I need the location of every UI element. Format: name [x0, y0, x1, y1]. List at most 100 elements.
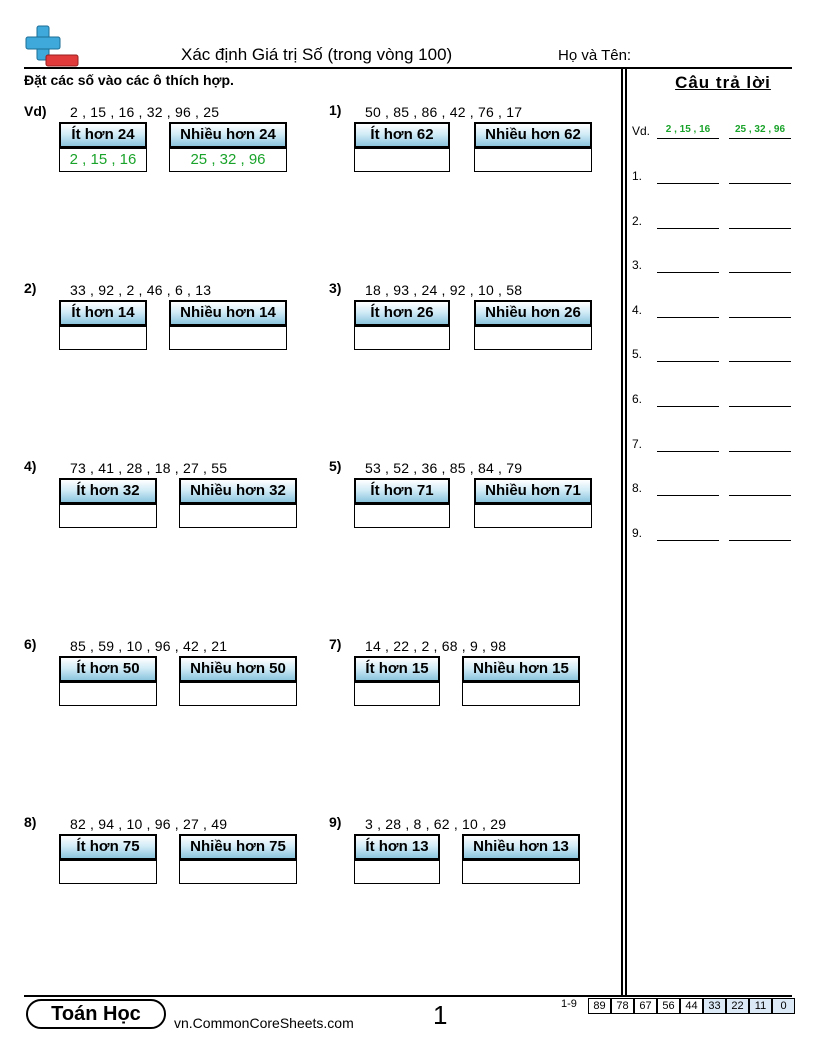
- number-list: 14 , 22 , 2 , 68 , 9 , 98: [365, 638, 507, 654]
- number-list: 18 , 93 , 24 , 92 , 10 , 58: [365, 282, 523, 298]
- less-than-header: Ít hơn 62: [354, 122, 450, 148]
- more-than-answer-box[interactable]: [179, 860, 297, 884]
- score-cell: 78: [611, 998, 634, 1014]
- answer-line-more[interactable]: [729, 317, 791, 318]
- more-than-header: Nhiều hơn 26: [474, 300, 592, 326]
- score-cell: 11: [749, 998, 772, 1014]
- more-than-header: Nhiều hơn 32: [179, 478, 297, 504]
- more-than-answer-box[interactable]: 25 , 32 , 96: [169, 148, 287, 172]
- brand-badge: Toán Học: [26, 999, 166, 1029]
- score-cell: 56: [657, 998, 680, 1014]
- footer-divider: [24, 995, 792, 997]
- number-list: 33 , 92 , 2 , 46 , 6 , 13: [70, 282, 212, 298]
- less-than-header: Ít hơn 75: [59, 834, 157, 860]
- less-than-answer-box[interactable]: [59, 682, 157, 706]
- answer-line-more[interactable]: [729, 228, 791, 229]
- more-than-answer-box[interactable]: [474, 504, 592, 528]
- problem-label: 1): [329, 102, 342, 118]
- more-than-header: Nhiều hơn 75: [179, 834, 297, 860]
- more-than-answer-box[interactable]: [462, 682, 580, 706]
- less-than-answer-box[interactable]: [354, 860, 440, 884]
- more-than-answer-box[interactable]: [169, 326, 287, 350]
- answer-row: 3.: [632, 258, 802, 278]
- number-list: 2 , 15 , 16 , 32 , 96 , 25: [70, 104, 220, 120]
- answer-row: 1.: [632, 169, 802, 189]
- site-url: vn.CommonCoreSheets.com: [174, 1015, 354, 1031]
- less-than-header: Ít hơn 71: [354, 478, 450, 504]
- answer-value-less: 2 , 15 , 16: [665, 124, 711, 135]
- answer-row-label: Vd.: [632, 124, 651, 138]
- answer-row: 7.: [632, 437, 802, 457]
- less-than-header: Ít hơn 50: [59, 656, 157, 682]
- number-list: 3 , 28 , 8 , 62 , 10 , 29: [365, 816, 507, 832]
- score-cell: 0: [772, 998, 795, 1014]
- answer-line-more[interactable]: [729, 540, 791, 541]
- answer-row-label: 2.: [632, 214, 643, 228]
- answer-line-less[interactable]: [657, 406, 719, 407]
- score-cell: 44: [680, 998, 703, 1014]
- number-list: 73 , 41 , 28 , 18 , 27 , 55: [70, 460, 228, 476]
- less-than-answer-box[interactable]: [354, 148, 450, 172]
- more-than-header: Nhiều hơn 14: [169, 300, 287, 326]
- answer-line-less[interactable]: [657, 138, 719, 139]
- less-than-header: Ít hơn 26: [354, 300, 450, 326]
- answer-line-more[interactable]: [729, 361, 791, 362]
- instructions: Đặt các số vào các ô thích hợp.: [24, 72, 234, 88]
- problem-label: 9): [329, 814, 342, 830]
- answer-row: Vd. 2 , 15 , 16 25 , 32 , 96: [632, 124, 802, 144]
- problem-label: 5): [329, 458, 342, 474]
- less-than-header: Ít hơn 13: [354, 834, 440, 860]
- page-title: Xác định Giá trị Số (trong vòng 100): [181, 45, 453, 64]
- answer-line-less[interactable]: [657, 228, 719, 229]
- more-than-answer-box[interactable]: [474, 326, 592, 350]
- answer-line-more[interactable]: [729, 138, 791, 139]
- less-than-answer-box[interactable]: [354, 504, 450, 528]
- column-divider: [625, 69, 627, 996]
- answer-row: 2.: [632, 214, 802, 234]
- answer-line-more[interactable]: [729, 451, 791, 452]
- less-than-answer-box[interactable]: [59, 504, 157, 528]
- answer-row-label: 8.: [632, 481, 643, 495]
- less-than-header: Ít hơn 15: [354, 656, 440, 682]
- score-cell: 33: [703, 998, 726, 1014]
- less-than-answer-box[interactable]: [354, 682, 440, 706]
- less-than-answer-box[interactable]: [59, 326, 147, 350]
- answer-line-less[interactable]: [657, 317, 719, 318]
- number-list: 50 , 85 , 86 , 42 , 76 , 17: [365, 104, 523, 120]
- answer-line-less[interactable]: [657, 495, 719, 496]
- more-than-answer-box[interactable]: [179, 682, 297, 706]
- plus-minus-logo-icon: [22, 24, 80, 68]
- problem-label: Vd): [24, 103, 47, 119]
- answer-line-less[interactable]: [657, 540, 719, 541]
- answer-line-more[interactable]: [729, 183, 791, 184]
- header-divider: [24, 67, 792, 69]
- number-list: 85 , 59 , 10 , 96 , 42 , 21: [70, 638, 228, 654]
- problem-label: 8): [24, 814, 37, 830]
- answer-row-label: 6.: [632, 392, 643, 406]
- answer-line-less[interactable]: [657, 451, 719, 452]
- answer-row: 9.: [632, 526, 802, 546]
- less-than-answer-box[interactable]: 2 , 15 , 16: [59, 148, 147, 172]
- answer-line-more[interactable]: [729, 272, 791, 273]
- number-list: 53 , 52 , 36 , 85 , 84 , 79: [365, 460, 523, 476]
- problem-label: 2): [24, 280, 37, 296]
- more-than-header: Nhiều hơn 24: [169, 122, 287, 148]
- answer-row-label: 1.: [632, 169, 643, 183]
- answer-line-less[interactable]: [657, 361, 719, 362]
- answer-line-more[interactable]: [729, 495, 791, 496]
- answer-row-label: 3.: [632, 258, 643, 272]
- answer-line-less[interactable]: [657, 183, 719, 184]
- more-than-answer-box[interactable]: [462, 860, 580, 884]
- less-than-answer-box[interactable]: [354, 326, 450, 350]
- less-than-header: Ít hơn 24: [59, 122, 147, 148]
- less-than-header: Ít hơn 14: [59, 300, 147, 326]
- answer-line-more[interactable]: [729, 406, 791, 407]
- more-than-answer-box[interactable]: [179, 504, 297, 528]
- answer-line-less[interactable]: [657, 272, 719, 273]
- more-than-header: Nhiều hơn 15: [462, 656, 580, 682]
- less-than-answer-box[interactable]: [59, 860, 157, 884]
- less-than-header: Ít hơn 32: [59, 478, 157, 504]
- more-than-header: Nhiều hơn 50: [179, 656, 297, 682]
- more-than-answer-box[interactable]: [474, 148, 592, 172]
- problem-label: 4): [24, 458, 37, 474]
